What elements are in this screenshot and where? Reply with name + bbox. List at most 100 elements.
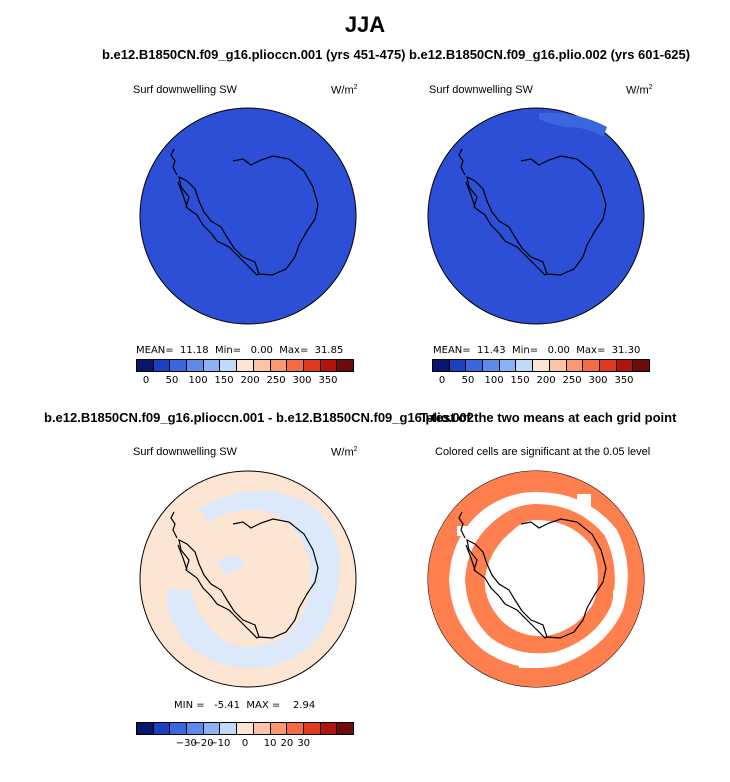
colorbar-swatch: [433, 360, 450, 371]
panel-2-disk: [427, 107, 645, 325]
panel-3-colorbar-labels: −30 −20 −10 0 10 20 30: [136, 738, 354, 750]
colorbar-tick-label: 250: [562, 375, 582, 386]
panel-1-map: [139, 107, 357, 325]
panel-4-gap-2: [457, 526, 473, 536]
colorbar-tick-label: 20: [280, 738, 294, 749]
panel-4-title: T-test of the two means at each grid poi…: [420, 410, 677, 425]
panel-3-units: W/m2: [331, 446, 358, 459]
panel-4-gap-1: [577, 494, 591, 512]
panel-3-stats: MIN = -5.41 MAX = 2.94: [174, 700, 316, 711]
colorbar-tick-label: 0: [241, 738, 249, 749]
panel-1-disk: [139, 107, 357, 325]
antarctica-coastline: [178, 518, 319, 639]
antarctic-peninsula: [170, 148, 188, 208]
colorbar-swatch: [137, 723, 154, 734]
colorbar-tick-label: 100: [484, 375, 504, 386]
colorbar-swatch: [583, 360, 600, 371]
panel-2-title: b.e12.B1850CN.f09_g16.plio.002 (yrs 601-…: [409, 47, 691, 62]
panel-2-map: [427, 107, 645, 325]
panel-2-subtitle: Surf downwelling SW: [429, 84, 533, 96]
colorbar-swatch: [566, 360, 584, 371]
colorbar-tick-label: 0: [142, 375, 150, 386]
panel-3-inner-negative: [217, 556, 245, 574]
panel-4-gap-4: [519, 660, 537, 668]
panel-1-title: b.e12.B1850CN.f09_g16.plioccn.001 (yrs 4…: [102, 47, 406, 62]
colorbar-swatch: [203, 723, 221, 734]
panel-4-map: [427, 470, 645, 688]
colorbar-swatch: [616, 360, 634, 371]
panel-3-title: b.e12.B1850CN.f09_g16.plioccn.001 - b.e1…: [44, 410, 474, 425]
panel-1-colorbar-labels: 0 50 100 150 200 250 300 350: [136, 375, 354, 387]
panel-1-stats: MEAN= 11.18 Min= 0.00 Max= 31.85: [136, 345, 344, 356]
panel-2-light-patch: [539, 112, 607, 137]
colorbar-swatch: [483, 360, 500, 371]
antarctic-peninsula: [458, 511, 476, 571]
colorbar-swatch: [153, 723, 171, 734]
colorbar-swatch: [337, 360, 353, 371]
colorbar-swatch: [170, 723, 188, 734]
colorbar-swatch: [220, 360, 238, 371]
panel-3-colorbar: [136, 722, 354, 735]
antarctica-coastline: [178, 155, 319, 276]
colorbar-swatch: [533, 360, 550, 371]
colorbar-swatch: [237, 360, 254, 371]
colorbar-swatch: [516, 360, 534, 371]
colorbar-swatch: [320, 723, 338, 734]
colorbar-tick-label: 0: [438, 375, 446, 386]
panel-1-colorbar: [136, 359, 354, 372]
panel-2-colorbar-labels: 0 50 100 150 200 250 300 350: [432, 375, 650, 387]
colorbar-tick-label: 100: [188, 375, 208, 386]
panel-3-subtitle: Surf downwelling SW: [133, 446, 237, 458]
colorbar-swatch: [303, 723, 321, 734]
colorbar-swatch: [466, 360, 484, 371]
panel-2-units: W/m2: [626, 84, 653, 97]
colorbar-tick-label: −30: [175, 738, 197, 749]
colorbar-tick-label: 150: [214, 375, 234, 386]
colorbar-tick-label: 150: [510, 375, 530, 386]
colorbar-swatch: [253, 360, 271, 371]
colorbar-swatch: [253, 723, 271, 734]
colorbar-tick-label: 350: [318, 375, 338, 386]
colorbar-tick-label: −20: [192, 738, 214, 749]
colorbar-swatch: [599, 360, 617, 371]
colorbar-swatch: [499, 360, 517, 371]
colorbar-swatch: [220, 723, 238, 734]
colorbar-swatch: [153, 360, 171, 371]
colorbar-tick-label: 200: [240, 375, 260, 386]
panel-3-negative-band: [166, 491, 340, 669]
colorbar-tick-label: 200: [536, 375, 556, 386]
colorbar-tick-label: 300: [588, 375, 608, 386]
colorbar-swatch: [203, 360, 221, 371]
panel-1-units: W/m2: [331, 84, 358, 97]
colorbar-swatch: [549, 360, 567, 371]
colorbar-swatch: [270, 723, 288, 734]
colorbar-swatch: [270, 360, 288, 371]
colorbar-swatch: [287, 723, 304, 734]
panel-4-gap-3: [613, 590, 623, 604]
antarctic-peninsula: [458, 148, 476, 208]
colorbar-swatch: [137, 360, 154, 371]
colorbar-swatch: [633, 360, 649, 371]
panel-2-colorbar: [432, 359, 650, 372]
colorbar-swatch: [187, 723, 204, 734]
colorbar-swatch: [320, 360, 338, 371]
colorbar-swatch: [170, 360, 188, 371]
colorbar-swatch: [237, 723, 254, 734]
colorbar-swatch: [287, 360, 304, 371]
panel-4-subtitle: Colored cells are significant at the 0.0…: [435, 446, 651, 458]
colorbar-tick-label: −10: [209, 738, 231, 749]
panel-1-subtitle: Surf downwelling SW: [133, 84, 237, 96]
colorbar-swatch: [303, 360, 321, 371]
antarctica-coastline: [466, 518, 607, 639]
colorbar-tick-label: 50: [461, 375, 475, 386]
colorbar-tick-label: 350: [614, 375, 634, 386]
figure-title: JJA: [344, 12, 386, 37]
colorbar-swatch: [449, 360, 467, 371]
panel-3-map: [139, 470, 357, 688]
antarctic-peninsula: [170, 511, 188, 571]
antarctica-coastline: [466, 155, 607, 276]
panel-2-stats: MEAN= 11.43 Min= 0.00 Max= 31.30: [433, 345, 641, 356]
colorbar-tick-label: 30: [297, 738, 311, 749]
colorbar-swatch: [337, 723, 353, 734]
colorbar-swatch: [187, 360, 204, 371]
